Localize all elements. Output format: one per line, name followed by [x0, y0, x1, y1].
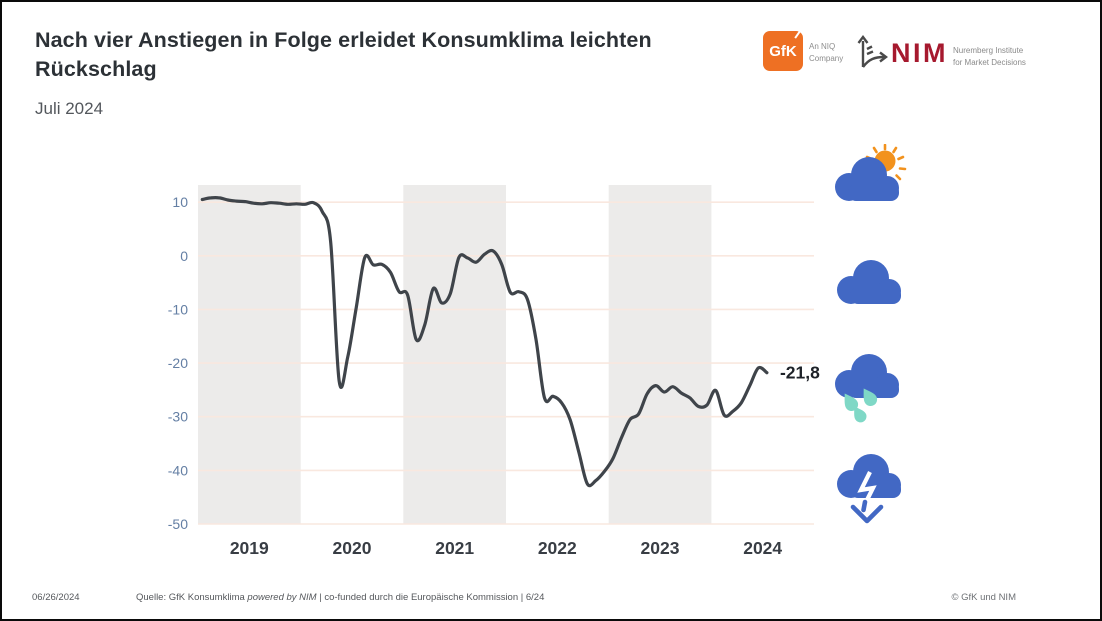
- nim-wordmark: NIM: [891, 38, 948, 68]
- cloud-down-arrow-icon: [837, 454, 901, 524]
- footer-source: Quelle: GfK Konsumklima powered by NIM |…: [136, 592, 544, 603]
- y-tick-label: -40: [168, 462, 188, 478]
- x-tick-label: 2020: [333, 538, 372, 558]
- footer-source-suffix: | co-funded durch die Europäische Kommis…: [316, 592, 545, 603]
- cloud-icon: [837, 260, 901, 304]
- footer-date: 06/26/2024: [32, 592, 80, 603]
- gfk-logo: GfK: [763, 31, 803, 71]
- x-tick-label: 2021: [435, 538, 474, 558]
- y-tick-label: -20: [168, 355, 188, 371]
- year-band: [608, 185, 712, 524]
- sun-cloud-icon: [835, 144, 907, 201]
- gfk-logo-text: GfK: [769, 42, 797, 60]
- footer-copyright: © GfK und NIM: [951, 592, 1016, 603]
- y-tick-label: -10: [168, 301, 188, 317]
- y-tick-label: 0: [180, 248, 188, 264]
- current-value-label: -21,8: [779, 362, 820, 383]
- year-band: [198, 185, 301, 524]
- y-tick-label: -50: [168, 516, 188, 532]
- footer-source-prefix: Quelle: GfK Konsumklima: [136, 592, 248, 603]
- nim-arrows-icon: [857, 35, 888, 68]
- rain-cloud-icon: [835, 354, 899, 423]
- konsumklima-line: [200, 196, 769, 488]
- page-title: Nach vier Anstiegen in Folge erleidet Ko…: [35, 28, 652, 82]
- footer-source-powered-by: powered by NIM: [247, 592, 317, 603]
- x-tick-label: 2023: [641, 538, 680, 558]
- x-tick-label: 2019: [230, 538, 269, 558]
- niq-company-label: An NIQ Company: [809, 42, 844, 63]
- y-tick-label: -30: [168, 409, 188, 425]
- x-tick-label: 2022: [538, 538, 577, 558]
- page-subtitle: Juli 2024: [35, 99, 104, 118]
- nim-institute-label: Nuremberg Institute for Market Decisions: [953, 46, 1026, 67]
- x-tick-label: 2024: [743, 538, 782, 558]
- y-tick-label: 10: [172, 194, 188, 210]
- year-band: [403, 185, 506, 524]
